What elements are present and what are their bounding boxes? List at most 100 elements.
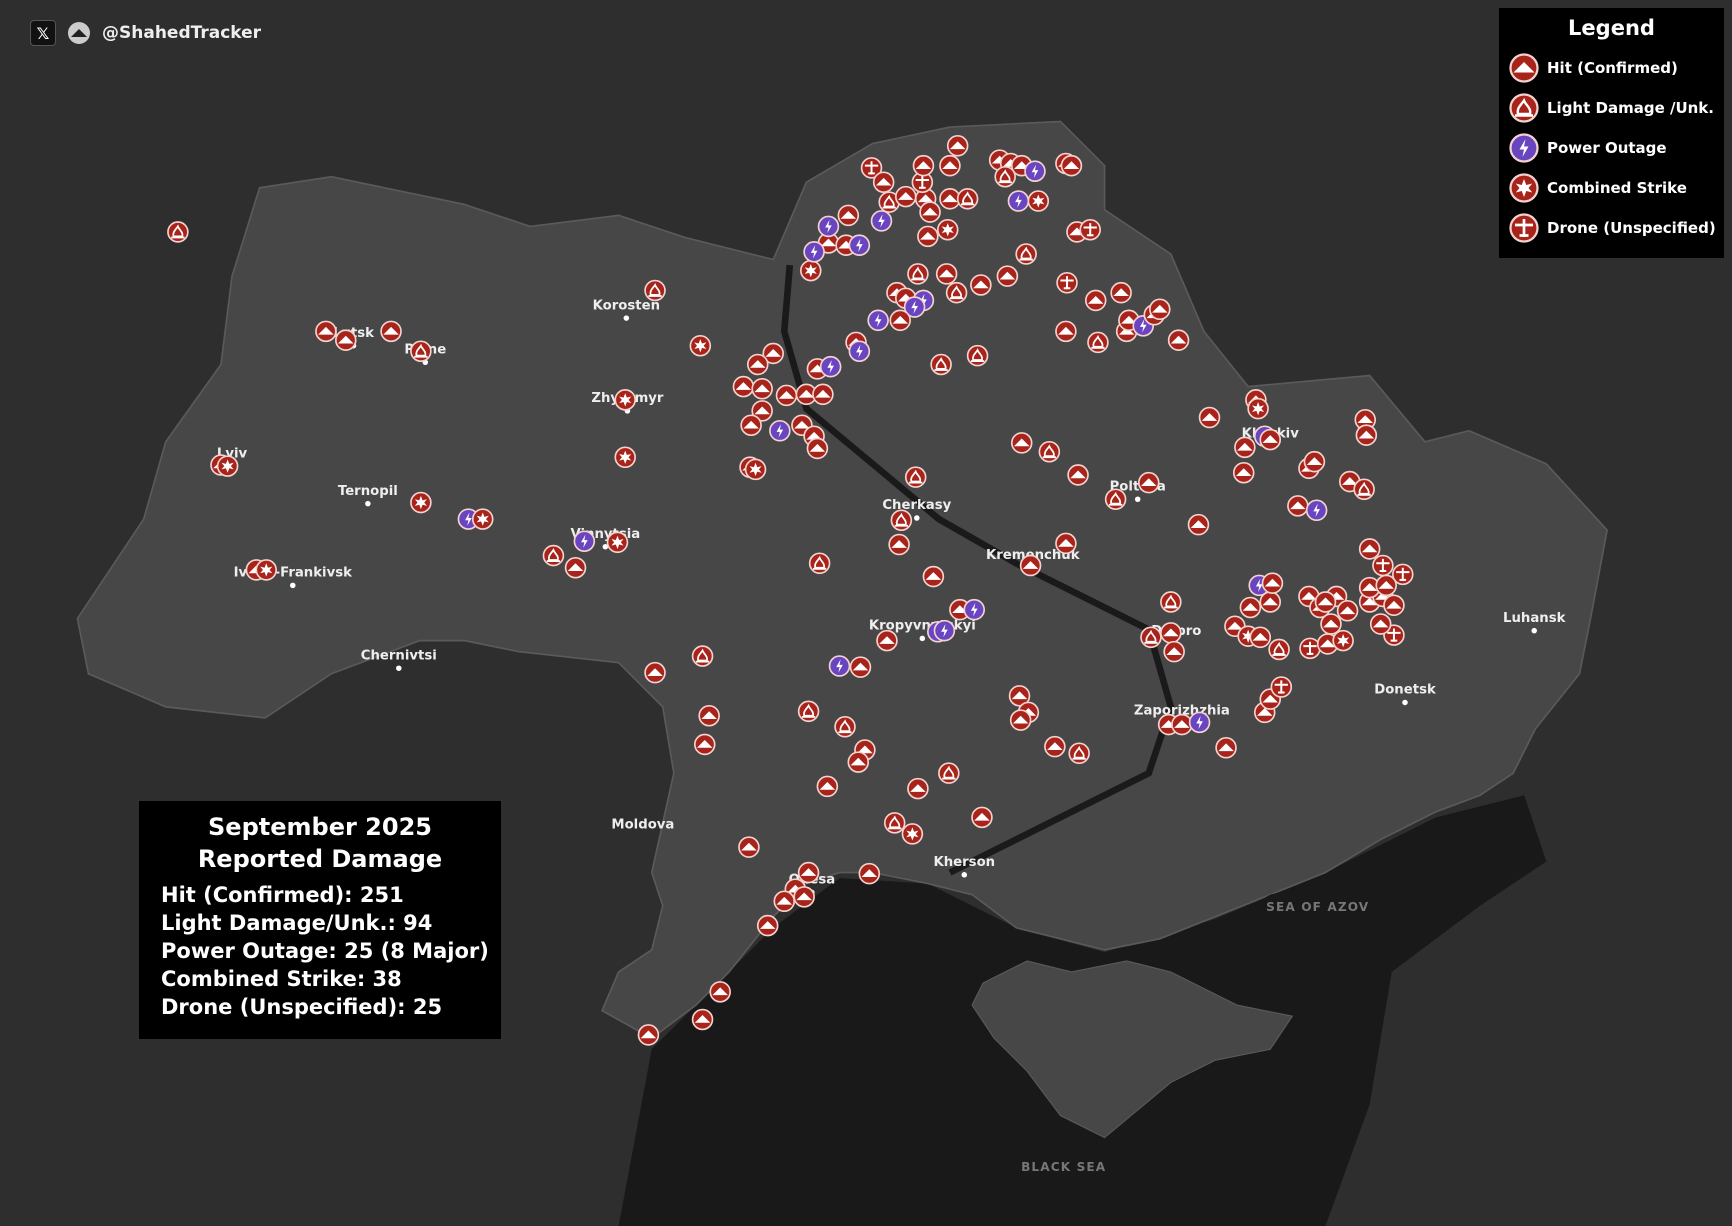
hit-marker[interactable] — [858, 862, 881, 885]
hit-marker[interactable] — [889, 309, 912, 332]
hit-marker[interactable] — [946, 135, 969, 157]
power-outage-marker[interactable] — [903, 296, 926, 318]
hit-marker[interactable] — [872, 171, 895, 194]
power-outage-marker[interactable] — [573, 530, 596, 552]
hit-marker[interactable] — [1171, 713, 1193, 736]
combined-strike-marker[interactable] — [1027, 190, 1050, 212]
power-outage-marker[interactable] — [963, 598, 986, 621]
hit-marker[interactable] — [1249, 626, 1272, 649]
power-outage-marker[interactable] — [848, 340, 871, 363]
hit-marker[interactable] — [1369, 613, 1392, 635]
light-damage-marker[interactable] — [907, 263, 929, 285]
light-damage-marker[interactable] — [797, 700, 820, 723]
hit-marker[interactable] — [1160, 622, 1182, 644]
hit-marker[interactable] — [1055, 320, 1077, 343]
light-damage-marker[interactable] — [1268, 638, 1290, 661]
hit-marker[interactable] — [970, 274, 992, 296]
hit-marker[interactable] — [1232, 461, 1255, 484]
hit-marker[interactable] — [762, 342, 784, 365]
hit-marker[interactable] — [1261, 572, 1284, 594]
power-outage-marker[interactable] — [867, 309, 889, 332]
hit-marker[interactable] — [315, 320, 337, 343]
hit-marker[interactable] — [775, 384, 798, 407]
combined-strike-marker[interactable] — [901, 823, 924, 845]
hit-marker[interactable] — [1110, 281, 1132, 304]
hit-marker[interactable] — [847, 751, 870, 773]
power-outage-marker[interactable] — [1305, 499, 1328, 522]
hit-marker[interactable] — [1137, 471, 1160, 494]
light-damage-marker[interactable] — [956, 188, 979, 210]
hit-marker[interactable] — [1009, 709, 1032, 731]
hit-marker[interactable] — [795, 383, 818, 406]
hit-marker[interactable] — [1055, 532, 1077, 555]
light-damage-marker[interactable] — [1104, 488, 1127, 511]
combined-strike-marker[interactable] — [410, 491, 432, 514]
hit-marker[interactable] — [876, 629, 898, 652]
hit-marker[interactable] — [773, 890, 796, 913]
drone-marker[interactable] — [1270, 676, 1293, 698]
hit-marker[interactable] — [971, 806, 993, 829]
combined-strike-marker[interactable] — [614, 389, 636, 411]
light-damage-marker[interactable] — [691, 645, 714, 667]
hit-marker[interactable] — [1320, 613, 1342, 635]
combined-strike-marker[interactable] — [606, 531, 629, 554]
power-outage-marker[interactable] — [828, 655, 851, 677]
hit-marker[interactable] — [912, 154, 935, 177]
drone-marker[interactable] — [1392, 563, 1414, 586]
light-damage-marker[interactable] — [410, 340, 432, 363]
combined-strike-marker[interactable] — [689, 334, 712, 357]
x-logo-icon[interactable]: 𝕏 — [30, 20, 56, 46]
hit-marker[interactable] — [732, 375, 755, 398]
combined-strike-marker[interactable] — [216, 455, 239, 477]
light-damage-marker[interactable] — [945, 281, 968, 304]
hit-marker[interactable] — [1375, 574, 1397, 597]
combined-strike-marker[interactable] — [471, 508, 494, 530]
hit-marker[interactable] — [1287, 495, 1309, 517]
hit-marker[interactable] — [1355, 424, 1378, 446]
hit-marker[interactable] — [816, 775, 839, 798]
hit-marker[interactable] — [1303, 450, 1326, 473]
light-damage-marker[interactable] — [890, 509, 913, 531]
light-damage-marker[interactable] — [1140, 626, 1162, 649]
power-outage-marker[interactable] — [848, 234, 871, 256]
power-outage-marker[interactable] — [870, 210, 893, 232]
drone-marker[interactable] — [860, 157, 883, 179]
hit-marker[interactable] — [1358, 538, 1381, 560]
light-damage-marker[interactable] — [167, 221, 189, 243]
hit-marker[interactable] — [1019, 554, 1042, 577]
hit-marker[interactable] — [751, 400, 773, 422]
drone-marker[interactable] — [1299, 637, 1321, 660]
light-damage-marker[interactable] — [883, 812, 906, 834]
hit-marker[interactable] — [1163, 640, 1185, 663]
hit-marker[interactable] — [1060, 154, 1083, 177]
hit-marker[interactable] — [637, 1024, 660, 1046]
hit-marker[interactable] — [1167, 329, 1190, 351]
hit-marker[interactable] — [849, 656, 872, 678]
hit-marker[interactable] — [939, 154, 961, 177]
combined-strike-marker[interactable] — [1247, 397, 1269, 420]
hit-marker[interactable] — [1067, 464, 1089, 486]
hit-marker[interactable] — [935, 263, 958, 285]
hit-marker[interactable] — [1187, 513, 1210, 536]
hit-marker[interactable] — [756, 914, 779, 937]
hit-marker[interactable] — [740, 414, 762, 437]
power-outage-marker[interactable] — [769, 419, 791, 442]
hit-marker[interactable] — [888, 533, 910, 556]
light-damage-marker[interactable] — [966, 344, 989, 367]
combined-strike-marker[interactable] — [614, 446, 636, 469]
drone-marker[interactable] — [1056, 271, 1078, 294]
hit-marker[interactable] — [751, 378, 773, 400]
hit-marker[interactable] — [1239, 596, 1262, 619]
drone-marker[interactable] — [1372, 554, 1394, 577]
light-damage-marker[interactable] — [938, 762, 960, 784]
hit-marker[interactable] — [894, 185, 917, 208]
hit-marker[interactable] — [919, 201, 941, 223]
power-outage-marker[interactable] — [817, 215, 840, 238]
hit-marker[interactable] — [1008, 685, 1031, 707]
power-outage-marker[interactable] — [819, 355, 842, 378]
hit-marker[interactable] — [1234, 436, 1256, 459]
hit-marker[interactable] — [709, 981, 731, 1003]
hit-marker[interactable] — [1198, 406, 1221, 429]
brand-handle[interactable]: @ShahedTracker — [102, 23, 262, 43]
